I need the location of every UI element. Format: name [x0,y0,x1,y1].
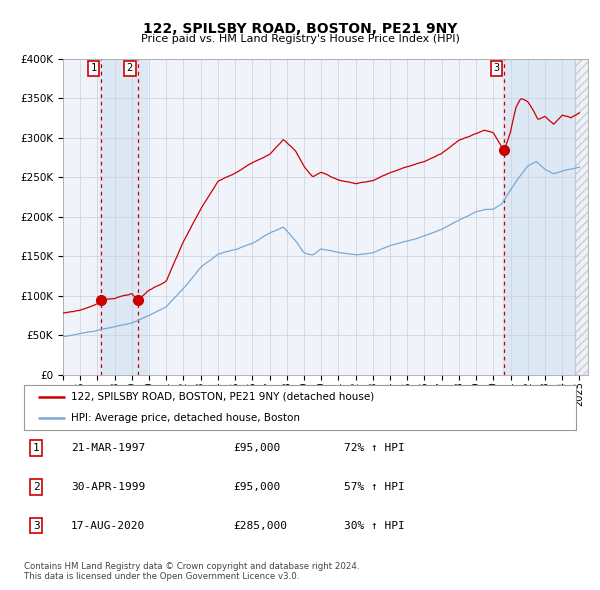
Bar [133,59,147,375]
Text: 3: 3 [33,521,40,530]
Text: 2: 2 [33,482,40,491]
Text: 2: 2 [127,64,133,74]
Text: 30% ↑ HPI: 30% ↑ HPI [344,521,405,530]
Text: £285,000: £285,000 [234,521,288,530]
Text: HPI: Average price, detached house, Boston: HPI: Average price, detached house, Bost… [71,413,300,423]
Text: 30-APR-1999: 30-APR-1999 [71,482,145,491]
Text: 57% ↑ HPI: 57% ↑ HPI [344,482,405,491]
Text: 21-MAR-1997: 21-MAR-1997 [71,443,145,453]
Text: Price paid vs. HM Land Registry's House Price Index (HPI): Price paid vs. HM Land Registry's House … [140,34,460,44]
Bar [503,59,588,375]
FancyBboxPatch shape [24,385,576,430]
Text: 122, SPILSBY ROAD, BOSTON, PE21 9NY (detached house): 122, SPILSBY ROAD, BOSTON, PE21 9NY (det… [71,392,374,402]
Bar [575,59,588,375]
Text: 3: 3 [493,64,500,74]
Text: 17-AUG-2020: 17-AUG-2020 [71,521,145,530]
Text: Contains HM Land Registry data © Crown copyright and database right 2024.
This d: Contains HM Land Registry data © Crown c… [24,562,359,581]
Text: 122, SPILSBY ROAD, BOSTON, PE21 9NY: 122, SPILSBY ROAD, BOSTON, PE21 9NY [143,22,457,36]
Text: 72% ↑ HPI: 72% ↑ HPI [344,443,405,453]
Text: £95,000: £95,000 [234,443,281,453]
Bar [100,59,133,375]
Text: £95,000: £95,000 [234,482,281,491]
Text: 1: 1 [91,64,97,74]
Text: 1: 1 [33,443,40,453]
